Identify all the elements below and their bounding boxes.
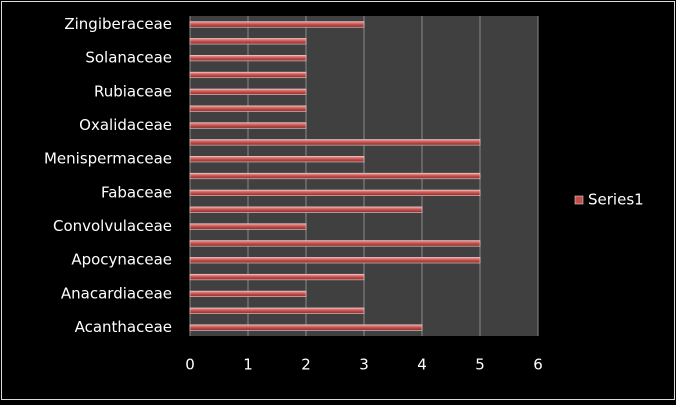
y-tick-label: Acanthaceae xyxy=(75,318,172,336)
x-tick-label: 2 xyxy=(301,356,311,374)
bar xyxy=(189,105,307,112)
bar xyxy=(189,189,481,196)
legend-label: Series1 xyxy=(588,191,644,209)
legend-swatch xyxy=(574,195,584,205)
x-tick-label: 0 xyxy=(185,356,195,374)
bar xyxy=(189,290,307,297)
bar xyxy=(189,21,365,28)
bar xyxy=(189,88,307,95)
bar xyxy=(189,273,365,281)
y-tick-label: Solanaceae xyxy=(85,49,172,67)
bar xyxy=(189,55,307,62)
bar xyxy=(189,307,365,314)
x-tick-label: 1 xyxy=(243,356,253,374)
bar xyxy=(189,257,481,264)
y-tick-label: Menispermaceae xyxy=(44,150,172,168)
x-tick-label: 5 xyxy=(475,356,485,374)
bar xyxy=(189,324,423,331)
x-tick-label: 3 xyxy=(359,356,369,374)
y-tick-label: Fabaceae xyxy=(101,183,172,201)
bar xyxy=(189,71,307,79)
bar xyxy=(189,240,481,247)
y-tick-label: Rubiaceae xyxy=(94,82,172,100)
y-tick-label: Anacardiaceae xyxy=(61,284,172,302)
bar xyxy=(189,122,307,129)
y-tick-label: Convolvulaceae xyxy=(53,217,172,235)
bar xyxy=(189,206,423,213)
y-tick-label: Zingiberaceae xyxy=(64,15,172,33)
bar xyxy=(189,156,365,163)
bar xyxy=(189,38,307,45)
y-tick-label: Apocynaceae xyxy=(71,251,172,269)
x-tick-label: 6 xyxy=(533,356,543,374)
y-tick-label: Oxalidaceae xyxy=(79,116,172,134)
bar xyxy=(189,223,307,230)
x-tick-label: 4 xyxy=(417,356,427,374)
bar xyxy=(189,139,481,146)
bar xyxy=(189,172,481,180)
